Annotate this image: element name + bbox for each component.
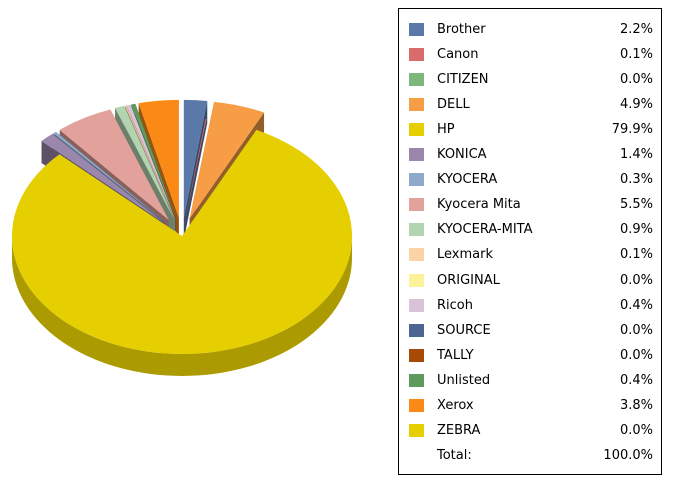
legend-value: 0.0%	[619, 71, 653, 87]
legend-value: 0.3%	[619, 172, 653, 188]
legend-value: 0.1%	[619, 46, 653, 62]
legend-item: HP 79.9%	[409, 119, 653, 139]
legend-item: Ricoh 0.4%	[409, 295, 653, 315]
legend-item: ZEBRA 0.0%	[409, 421, 653, 441]
legend-item: CITIZEN 0.0%	[409, 69, 653, 89]
legend-value: 4.9%	[619, 96, 653, 112]
legend-item: SOURCE 0.0%	[409, 320, 653, 340]
pie-slice-kyocera-mita	[115, 105, 174, 219]
legend-swatch	[409, 424, 424, 438]
legend-label: HP	[437, 121, 455, 137]
legend-item: ORIGINAL 0.0%	[409, 270, 653, 290]
pie-slice-konica	[41, 133, 165, 223]
legend-item: Canon 0.1%	[409, 44, 653, 64]
legend-value: 0.0%	[619, 272, 653, 288]
legend-swatch	[409, 97, 424, 111]
pie-slice-hp	[11, 129, 352, 354]
legend-value: 5.5%	[619, 197, 653, 213]
legend: Brother 2.2% Canon 0.1% CITIZEN 0.0% DELL 4.9% H…	[398, 8, 662, 475]
legend-value: 0.0%	[619, 322, 653, 338]
legend-label: KYOCERA	[437, 172, 498, 188]
legend-swatch	[409, 47, 424, 61]
legend-item: Lexmark 0.1%	[409, 245, 653, 265]
pie-slice-kyocera	[53, 131, 166, 223]
pie-slice-side-hp	[12, 236, 352, 376]
legend-label: Ricoh	[437, 297, 473, 313]
legend-swatch	[409, 348, 424, 362]
pie-slice-xerox	[138, 99, 179, 218]
legend-swatch	[409, 148, 424, 161]
pie-slice-lexmark	[124, 105, 175, 219]
pie-tops	[11, 99, 352, 354]
pie-chart	[11, 99, 352, 376]
legend-swatch	[409, 122, 424, 136]
legend-swatch	[409, 373, 424, 387]
legend-label: Xerox	[437, 398, 474, 413]
pie-slice-kyocera-mita	[59, 109, 169, 221]
legend-label: SOURCE	[437, 322, 491, 338]
legend-swatch	[409, 173, 424, 187]
legend-item: Kyocera Mita 5.5%	[409, 195, 653, 215]
legend-total-row: Total: 100.0%	[409, 446, 653, 466]
legend-item: Xerox 3.8%	[409, 396, 653, 416]
legend-value: 1.4%	[619, 147, 653, 162]
legend-label: ORIGINAL	[437, 272, 500, 288]
legend-label: TALLY	[437, 347, 474, 363]
legend-swatch	[409, 223, 424, 237]
legend-item: Unlisted 0.4%	[409, 370, 653, 390]
pie-slice-dell	[189, 101, 265, 219]
pie-slice-unlisted	[131, 103, 176, 219]
legend-label: ZEBRA	[437, 423, 481, 439]
legend-swatch	[409, 248, 424, 262]
legend-swatch	[409, 72, 424, 86]
legend-label: Unlisted	[437, 372, 491, 388]
legend-value: 79.9%	[611, 121, 653, 137]
pie-slice-canon	[182, 119, 207, 236]
legend-item: KYOCERA 0.3%	[409, 170, 653, 190]
legend-value: 2.2%	[619, 21, 653, 37]
legend-swatch	[409, 323, 424, 337]
legend-item: DELL 4.9%	[409, 94, 653, 114]
legend-item: KONICA 1.4%	[409, 145, 653, 165]
pie-slice-brother	[183, 99, 208, 218]
legend-value: 0.1%	[619, 247, 653, 263]
legend-swatch	[409, 273, 424, 287]
legend-value: 0.4%	[619, 372, 653, 388]
legend-item: KYOCERA-MITA 0.9%	[409, 220, 653, 240]
legend-label: Lexmark	[437, 247, 493, 263]
legend-label: KONICA	[437, 147, 487, 162]
legend-swatch	[409, 198, 424, 212]
legend-swatch	[409, 399, 424, 412]
legend-label: Kyocera Mita	[437, 197, 521, 213]
legend-label: Canon	[437, 46, 479, 62]
legend-value: 0.4%	[619, 297, 653, 313]
legend-label: KYOCERA-MITA	[437, 222, 533, 238]
total-value: 100.0%	[603, 448, 653, 464]
legend-item: Brother 2.2%	[409, 19, 653, 39]
legend-label: CITIZEN	[437, 71, 489, 87]
legend-value: 0.0%	[619, 423, 653, 439]
legend-label: Brother	[437, 21, 486, 37]
legend-label: DELL	[437, 96, 470, 112]
legend-value: 3.8%	[619, 398, 653, 413]
legend-swatch	[409, 298, 424, 312]
total-label: Total:	[437, 448, 472, 464]
legend-value: 0.9%	[619, 222, 653, 238]
legend-item: TALLY 0.0%	[409, 345, 653, 365]
legend-value: 0.0%	[619, 347, 653, 363]
legend-swatch	[409, 22, 424, 36]
pie-slice-ricoh	[126, 104, 175, 219]
